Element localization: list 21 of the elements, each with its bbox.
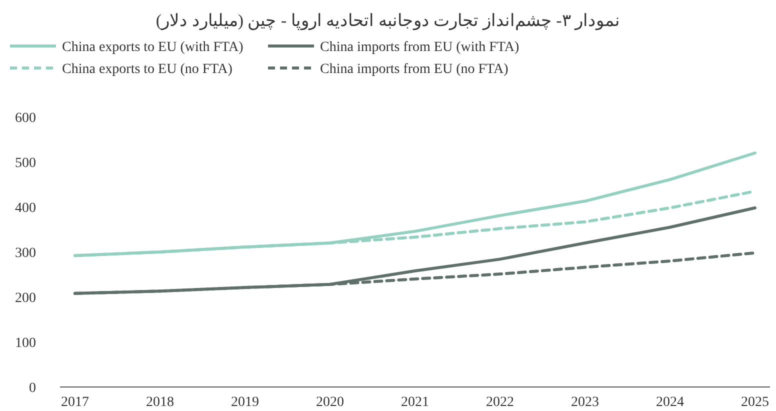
- y-tick-label: 300: [15, 246, 36, 261]
- x-tick-label: 2022: [486, 395, 514, 410]
- y-tick-label: 600: [15, 111, 36, 126]
- y-tick-label: 0: [29, 381, 36, 396]
- legend-label: China exports to EU (no FTA): [62, 62, 233, 77]
- y-tick-label: 200: [15, 291, 36, 306]
- y-tick-label: 400: [15, 201, 36, 216]
- x-tick-label: 2024: [656, 395, 684, 410]
- x-tick-label: 2020: [316, 395, 344, 410]
- x-tick-label: 2025: [741, 395, 769, 410]
- chart-title: نمودار ۳- چشم‌انداز تجارت دوجانبه اتحادیه اروپا - چین (میلیارد دلار): [156, 11, 620, 31]
- x-tick-label: 2019: [231, 395, 259, 410]
- x-tick-label: 2017: [61, 395, 89, 410]
- y-tick-label: 100: [15, 336, 36, 351]
- y-tick-label: 500: [15, 156, 36, 171]
- legend-label: China exports to EU (with FTA): [62, 40, 244, 55]
- x-tick-label: 2018: [146, 395, 174, 410]
- legend-label: China imports from EU (no FTA): [320, 62, 509, 77]
- legend-label: China imports from EU (with FTA): [320, 40, 520, 55]
- x-tick-label: 2021: [401, 395, 429, 410]
- x-tick-label: 2023: [571, 395, 599, 410]
